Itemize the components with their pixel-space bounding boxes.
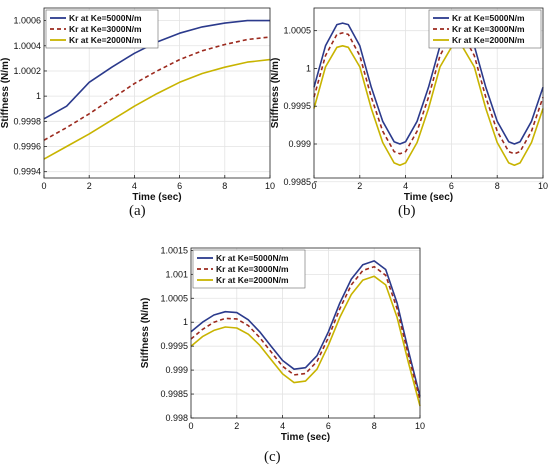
x-tick-label: 0 <box>41 181 46 191</box>
y-tick-label: 0.9996 <box>13 142 41 152</box>
axes-frame <box>190 247 421 419</box>
x-tick-label: 0 <box>188 421 193 431</box>
y-tick-label: 0.9998 <box>13 116 41 126</box>
x-tick-label: 8 <box>495 181 500 191</box>
y-tick-label: 0.9994 <box>13 167 41 177</box>
x-axis-label: Time (sec) <box>281 432 330 443</box>
x-tick-label: 4 <box>280 421 285 431</box>
legend-label-2: Kr at Ke=3000N/m <box>216 264 289 274</box>
y-tick-label: 1.0004 <box>13 41 41 51</box>
chart-panel-b: 0 2 4 6 8 10 0.9985 0.999 0.9995 1 1.0005 Time (sec… <box>270 7 548 203</box>
y-axis-label: Stiffness (N/m) <box>140 298 151 369</box>
y-tick-label: 1.0015 <box>160 245 188 255</box>
x-tick-label: 6 <box>177 181 182 191</box>
y-tick-label: 1 <box>36 91 41 101</box>
legend-label-3: Kr at Ke=2000N/m <box>452 35 525 45</box>
axes-frame <box>313 7 544 179</box>
caption-c: (c) <box>264 449 281 465</box>
y-tick-label: 1.001 <box>165 269 188 279</box>
x-tick-label: 0 <box>311 181 316 191</box>
series-line-2 <box>43 36 271 141</box>
axes-frame <box>43 7 271 179</box>
y-tick-label: 0.999 <box>165 365 188 375</box>
y-axis-label: Stiffness (N/m) <box>0 58 11 129</box>
y-tick-label: 1 <box>306 63 311 73</box>
y-tick-label: 1.0002 <box>13 66 41 76</box>
x-tick-label: 8 <box>372 421 377 431</box>
y-tick-label: 0.9995 <box>283 101 311 111</box>
y-axis-label: Stiffness (N/m) <box>270 58 281 129</box>
chart-panel-c: 0 2 4 6 8 10 0.998 0.9985 0.999 0.9995 1 1.0005 1.00… <box>140 245 425 443</box>
x-axis-label: Time (sec) <box>132 192 181 203</box>
series-line-2 <box>190 265 421 401</box>
caption-b: (b) <box>398 203 416 219</box>
x-tick-label: 4 <box>132 181 137 191</box>
x-tick-label: 2 <box>357 181 362 191</box>
y-tick-label: 1 <box>183 317 188 327</box>
y-tick-label: 0.998 <box>165 413 188 423</box>
x-tick-label: 6 <box>449 181 454 191</box>
y-tick-label: 0.9985 <box>283 177 311 187</box>
y-tick-label: 0.9995 <box>160 341 188 351</box>
legend-label-1: Kr at Ke=5000N/m <box>216 253 289 263</box>
y-tick-label: 0.9985 <box>160 389 188 399</box>
x-tick-label: 10 <box>415 421 425 431</box>
x-tick-label: 8 <box>222 181 227 191</box>
legend-label-2: Kr at Ke=3000N/m <box>69 24 142 34</box>
caption-a: (a) <box>129 203 146 219</box>
x-axis-label: Time (sec) <box>404 192 453 203</box>
series-line-3 <box>43 58 271 160</box>
legend-label-1: Kr at Ke=5000N/m <box>452 13 525 23</box>
series-line-2 <box>313 32 544 155</box>
x-tick-label: 2 <box>87 181 92 191</box>
y-tick-label: 1.0005 <box>283 26 311 36</box>
legend-label-3: Kr at Ke=2000N/m <box>216 275 289 285</box>
x-tick-label: 4 <box>403 181 408 191</box>
series-line-1 <box>313 22 544 145</box>
x-tick-label: 10 <box>538 181 548 191</box>
legend-label-2: Kr at Ke=3000N/m <box>452 24 525 34</box>
y-tick-label: 1.0005 <box>160 293 188 303</box>
series-line-1 <box>190 260 421 397</box>
y-tick-label: 0.999 <box>288 139 311 149</box>
series-line-3 <box>313 45 544 166</box>
chart-panel-a: 0 2 4 6 8 10 0.9994 0.9996 0.9998 1 1.0002 1.0004 1.… <box>0 7 275 203</box>
y-tick-label: 1.0006 <box>13 16 41 26</box>
series-line-3 <box>190 275 421 407</box>
x-tick-label: 10 <box>265 181 275 191</box>
x-tick-label: 2 <box>234 421 239 431</box>
legend-label-1: Kr at Ke=5000N/m <box>69 13 142 23</box>
legend-label-3: Kr at Ke=2000N/m <box>69 35 142 45</box>
x-tick-label: 6 <box>326 421 331 431</box>
